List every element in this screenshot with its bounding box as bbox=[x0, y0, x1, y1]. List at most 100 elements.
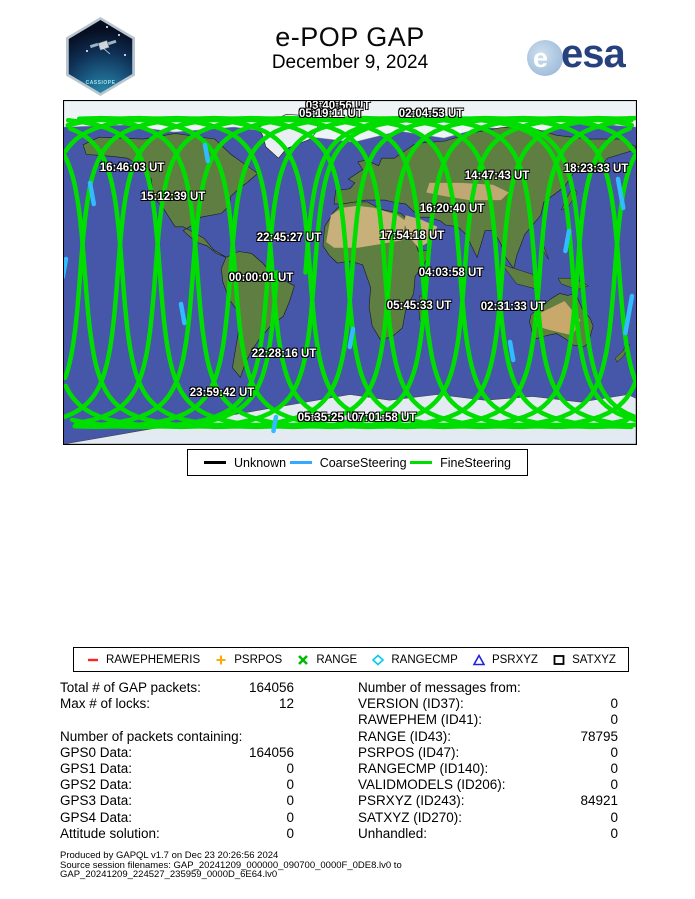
stat-value: 0 bbox=[610, 760, 618, 776]
stat-row: RANGECMP (ID140): 0 bbox=[358, 761, 618, 777]
stat-row: GPS3 Data: 0 bbox=[60, 793, 294, 809]
patch-text: CASSIOPE bbox=[85, 80, 116, 86]
stat-label: VALIDMODELS (ID206): bbox=[358, 777, 506, 793]
stat-value: 0 bbox=[610, 825, 618, 841]
world-map-svg bbox=[64, 101, 636, 444]
patch-background: CASSIOPE bbox=[68, 20, 133, 93]
stat-row: GPS4 Data: 0 bbox=[60, 810, 294, 826]
stat-label: PSRPOS (ID47): bbox=[358, 744, 460, 760]
legend-item-psrxyz: PSRXYZ bbox=[472, 653, 538, 666]
stat-label: PSRXYZ (ID243): bbox=[358, 793, 465, 809]
stat-value: 0 bbox=[610, 696, 618, 712]
diamond-marker-icon bbox=[372, 653, 385, 666]
cross-marker-icon bbox=[298, 654, 309, 665]
footer-line: GAP_20241209_224527_235959_0000D_6E64.lv… bbox=[60, 869, 278, 880]
stat-row: PSRXYZ (ID243): 84921 bbox=[358, 793, 618, 809]
stat-value: 84921 bbox=[580, 793, 618, 809]
stat-row: Attitude solution: 0 bbox=[60, 826, 294, 842]
stat-row: RAWEPHEM (ID41): 0 bbox=[358, 712, 618, 728]
stat-value: 164056 bbox=[248, 744, 294, 760]
map-time-label: 16:20:40 UT bbox=[419, 203, 485, 215]
stat-label: VERSION (ID37): bbox=[358, 696, 464, 712]
legend-label: RANGE bbox=[316, 653, 358, 666]
stat-label: Max # of locks: bbox=[60, 696, 151, 712]
legend-label: Unknown bbox=[234, 455, 287, 470]
stat-label: GPS1 Data: bbox=[60, 760, 133, 776]
map-time-label: 23:59:42 UT bbox=[189, 387, 255, 399]
stat-row: GPS2 Data: 0 bbox=[60, 777, 294, 793]
map-time-label: 02:04:53 UT bbox=[398, 108, 464, 120]
footer-line: Source session filenames: GAP_20241209_0… bbox=[60, 859, 402, 871]
map-time-label: 22:28:16 UT bbox=[251, 348, 317, 360]
packet-type-legend: RAWEPHEMERIS PSRPOS RANGE RANGECMP PSRXYZ SAT… bbox=[73, 647, 629, 672]
stat-row: SATXYZ (ID270): 0 bbox=[358, 810, 618, 826]
plus-marker-icon bbox=[216, 655, 226, 664]
stat-value: 164056 bbox=[248, 680, 294, 695]
map-time-label: 05:35:25 UT bbox=[297, 412, 363, 424]
stat-row: Unhandled: 0 bbox=[358, 826, 618, 842]
stat-value: 0 bbox=[286, 760, 294, 776]
stat-value: 12 bbox=[278, 696, 294, 712]
legend-label: FineSteering bbox=[440, 455, 511, 470]
stat-value: 0 bbox=[610, 712, 618, 728]
legend-label: PSRXYZ bbox=[491, 653, 538, 666]
stat-row: GPS1 Data: 0 bbox=[60, 761, 294, 777]
map-time-label: 04:03:58 UT bbox=[418, 267, 484, 279]
ground-tracks-coarse bbox=[64, 142, 635, 434]
legend-item-unknown: Unknown bbox=[204, 456, 286, 470]
ground-tracks-fine bbox=[64, 115, 636, 430]
stat-value: 0 bbox=[610, 809, 618, 825]
stat-row: GPS0 Data: 164056 bbox=[60, 745, 294, 761]
stat-label: Number of packets containing: bbox=[60, 728, 243, 744]
legend-line-swatch bbox=[289, 461, 312, 464]
legend-label: CoarseSteering bbox=[319, 455, 407, 470]
stat-label: GPS2 Data: bbox=[60, 777, 133, 793]
legend-item-satxyz: SATXYZ bbox=[552, 654, 616, 666]
triangle-marker-icon bbox=[472, 653, 486, 665]
esa-globe-icon: e bbox=[527, 40, 563, 76]
stat-row: RANGE (ID43): 78795 bbox=[358, 729, 618, 745]
esa-logo: e esa bbox=[527, 32, 635, 78]
map-time-label: 07:01:58 UT bbox=[351, 412, 417, 424]
map-time-label: 16:46:03 UT bbox=[99, 162, 165, 174]
footer-line: Produced by GAPQL v1.7 on Dec 23 20:26:5… bbox=[60, 850, 279, 861]
stat-row: Number of packets containing: bbox=[60, 729, 294, 745]
stat-row: Number of messages from: bbox=[358, 680, 618, 696]
stat-value: 0 bbox=[286, 777, 294, 793]
legend-label: RAWEPHEMERIS bbox=[106, 653, 201, 666]
legend-item-rawephemeris: RAWEPHEMERIS bbox=[86, 654, 200, 666]
stat-row: Max # of locks: 12 bbox=[60, 696, 294, 712]
stats-left-column: Total # of GAP packets: 164056 Max # of lo… bbox=[60, 680, 294, 842]
map-time-label: 05:19:11 UT bbox=[299, 108, 363, 120]
esa-logo-text: esa bbox=[561, 32, 626, 76]
legend-line-swatch bbox=[410, 461, 433, 464]
map-time-label: 15:12:39 UT bbox=[140, 191, 206, 203]
stat-value: 0 bbox=[610, 777, 618, 793]
stats-right-column: Number of messages from: VERSION (ID37): 0… bbox=[358, 680, 618, 842]
square-marker-icon bbox=[553, 654, 565, 665]
map-time-label: 22:45:27 UT bbox=[256, 232, 322, 244]
satellite-icon bbox=[89, 39, 117, 54]
legend-item-finesteering: FineSteering bbox=[410, 456, 511, 470]
gps-locks-plot: GPS Locks 02468101200:00:0003:59:5707:59… bbox=[0, 478, 695, 603]
map-time-label: 02:31:33 UT bbox=[480, 301, 546, 313]
stat-row: VERSION (ID37): 0 bbox=[358, 696, 618, 712]
stat-label: Total # of GAP packets: bbox=[60, 680, 201, 695]
ground-track-map: 03:40:56 UT 05:19:11 UT 02:04:53 UT 16:46:0… bbox=[63, 100, 637, 445]
stat-label: GPS3 Data: bbox=[60, 793, 133, 809]
page-date: December 9, 2024 bbox=[271, 52, 429, 73]
stat-label: Attitude solution: bbox=[60, 825, 160, 841]
dash-marker-icon bbox=[88, 658, 98, 661]
legend-item-psrpos: PSRPOS bbox=[214, 654, 282, 666]
legend-item-rangecmp: RANGECMP bbox=[371, 653, 458, 666]
map-time-label: 18:23:33 UT bbox=[563, 163, 629, 175]
map-time-label: 03:40:56 UT bbox=[305, 100, 371, 112]
legend-item-range: RANGE bbox=[296, 654, 357, 666]
map-time-label: 00:00:01 UT bbox=[228, 272, 294, 284]
stat-row: Total # of GAP packets: 164056 bbox=[60, 680, 294, 696]
legend-line-swatch bbox=[204, 461, 226, 464]
stat-label: RAWEPHEM (ID41): bbox=[358, 712, 483, 728]
legend-item-coarsesteering: CoarseSteering bbox=[289, 455, 407, 470]
stat-label: Number of messages from: bbox=[358, 680, 521, 695]
